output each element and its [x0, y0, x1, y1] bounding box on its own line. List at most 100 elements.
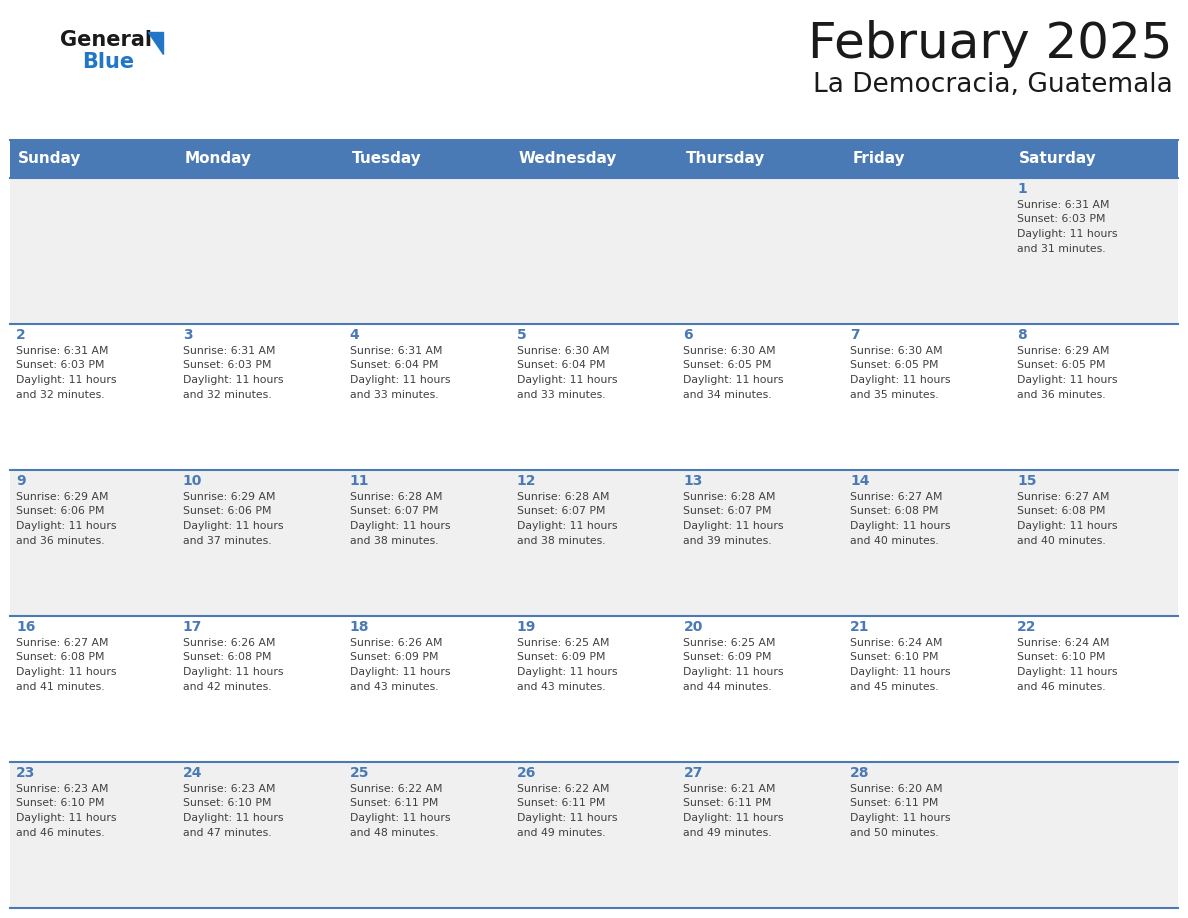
- Text: 11: 11: [349, 474, 369, 488]
- Text: Sunset: 6:11 PM: Sunset: 6:11 PM: [683, 799, 772, 809]
- Text: 9: 9: [15, 474, 26, 488]
- Text: and 31 minutes.: and 31 minutes.: [1017, 243, 1106, 253]
- Text: Sunset: 6:11 PM: Sunset: 6:11 PM: [851, 799, 939, 809]
- Text: 16: 16: [15, 620, 36, 634]
- Text: Daylight: 11 hours: Daylight: 11 hours: [517, 521, 617, 531]
- Text: and 32 minutes.: and 32 minutes.: [183, 389, 272, 399]
- Text: Sunset: 6:09 PM: Sunset: 6:09 PM: [349, 653, 438, 663]
- Text: and 33 minutes.: and 33 minutes.: [517, 389, 605, 399]
- Text: 13: 13: [683, 474, 703, 488]
- Text: and 41 minutes.: and 41 minutes.: [15, 681, 105, 691]
- Text: and 35 minutes.: and 35 minutes.: [851, 389, 939, 399]
- Text: Sunrise: 6:27 AM: Sunrise: 6:27 AM: [851, 492, 943, 502]
- Text: Blue: Blue: [82, 52, 134, 72]
- Text: Sunset: 6:09 PM: Sunset: 6:09 PM: [517, 653, 605, 663]
- Text: Sunrise: 6:29 AM: Sunrise: 6:29 AM: [183, 492, 276, 502]
- Text: Saturday: Saturday: [1019, 151, 1097, 166]
- Text: Sunrise: 6:29 AM: Sunrise: 6:29 AM: [15, 492, 108, 502]
- Text: and 40 minutes.: and 40 minutes.: [851, 535, 939, 545]
- Text: Daylight: 11 hours: Daylight: 11 hours: [349, 521, 450, 531]
- Text: Daylight: 11 hours: Daylight: 11 hours: [15, 521, 116, 531]
- Text: Sunrise: 6:30 AM: Sunrise: 6:30 AM: [517, 346, 609, 356]
- Text: Daylight: 11 hours: Daylight: 11 hours: [683, 375, 784, 385]
- Text: Sunrise: 6:22 AM: Sunrise: 6:22 AM: [349, 784, 442, 794]
- Text: Daylight: 11 hours: Daylight: 11 hours: [1017, 667, 1118, 677]
- Text: Thursday: Thursday: [685, 151, 765, 166]
- Text: and 34 minutes.: and 34 minutes.: [683, 389, 772, 399]
- Text: Sunset: 6:07 PM: Sunset: 6:07 PM: [517, 507, 605, 517]
- Text: Daylight: 11 hours: Daylight: 11 hours: [517, 667, 617, 677]
- Text: 4: 4: [349, 328, 360, 342]
- Text: Daylight: 11 hours: Daylight: 11 hours: [851, 375, 950, 385]
- Text: and 43 minutes.: and 43 minutes.: [349, 681, 438, 691]
- Text: 28: 28: [851, 766, 870, 780]
- Text: 14: 14: [851, 474, 870, 488]
- Text: Sunrise: 6:28 AM: Sunrise: 6:28 AM: [349, 492, 442, 502]
- Bar: [10, 140, 1178, 178]
- Text: and 36 minutes.: and 36 minutes.: [15, 535, 105, 545]
- Text: Sunrise: 6:25 AM: Sunrise: 6:25 AM: [517, 638, 609, 648]
- Text: Daylight: 11 hours: Daylight: 11 hours: [1017, 229, 1118, 239]
- Text: Daylight: 11 hours: Daylight: 11 hours: [851, 667, 950, 677]
- Text: Sunrise: 6:28 AM: Sunrise: 6:28 AM: [683, 492, 776, 502]
- Text: Daylight: 11 hours: Daylight: 11 hours: [517, 375, 617, 385]
- Text: General: General: [61, 30, 152, 50]
- Text: Sunday: Sunday: [18, 151, 81, 166]
- Text: 15: 15: [1017, 474, 1037, 488]
- Text: Sunset: 6:05 PM: Sunset: 6:05 PM: [1017, 361, 1106, 371]
- Text: Daylight: 11 hours: Daylight: 11 hours: [15, 813, 116, 823]
- Text: Sunset: 6:06 PM: Sunset: 6:06 PM: [183, 507, 271, 517]
- Text: 25: 25: [349, 766, 369, 780]
- Text: Sunset: 6:10 PM: Sunset: 6:10 PM: [15, 799, 105, 809]
- Text: Sunrise: 6:27 AM: Sunrise: 6:27 AM: [15, 638, 108, 648]
- Polygon shape: [148, 32, 164, 54]
- Text: Sunrise: 6:23 AM: Sunrise: 6:23 AM: [15, 784, 108, 794]
- Text: Sunset: 6:08 PM: Sunset: 6:08 PM: [15, 653, 105, 663]
- Text: Sunset: 6:05 PM: Sunset: 6:05 PM: [683, 361, 772, 371]
- Text: Sunrise: 6:31 AM: Sunrise: 6:31 AM: [349, 346, 442, 356]
- Text: 2: 2: [15, 328, 26, 342]
- Text: Daylight: 11 hours: Daylight: 11 hours: [349, 667, 450, 677]
- Text: Daylight: 11 hours: Daylight: 11 hours: [349, 375, 450, 385]
- Text: 1: 1: [1017, 182, 1026, 196]
- Text: Sunrise: 6:27 AM: Sunrise: 6:27 AM: [1017, 492, 1110, 502]
- Text: 27: 27: [683, 766, 703, 780]
- Text: February 2025: February 2025: [809, 20, 1173, 68]
- Text: 17: 17: [183, 620, 202, 634]
- Text: Sunset: 6:09 PM: Sunset: 6:09 PM: [683, 653, 772, 663]
- Text: Sunrise: 6:29 AM: Sunrise: 6:29 AM: [1017, 346, 1110, 356]
- Text: and 40 minutes.: and 40 minutes.: [1017, 535, 1106, 545]
- Text: and 46 minutes.: and 46 minutes.: [15, 827, 105, 837]
- Text: Friday: Friday: [852, 151, 905, 166]
- Text: Tuesday: Tuesday: [352, 151, 422, 166]
- Text: and 36 minutes.: and 36 minutes.: [1017, 389, 1106, 399]
- Text: 21: 21: [851, 620, 870, 634]
- Text: Daylight: 11 hours: Daylight: 11 hours: [683, 521, 784, 531]
- Bar: [10, 616, 1178, 762]
- Text: 22: 22: [1017, 620, 1037, 634]
- Text: Sunrise: 6:24 AM: Sunrise: 6:24 AM: [851, 638, 943, 648]
- Text: Sunrise: 6:22 AM: Sunrise: 6:22 AM: [517, 784, 609, 794]
- Bar: [10, 470, 1178, 616]
- Text: and 37 minutes.: and 37 minutes.: [183, 535, 272, 545]
- Text: and 33 minutes.: and 33 minutes.: [349, 389, 438, 399]
- Bar: [10, 178, 1178, 324]
- Text: and 43 minutes.: and 43 minutes.: [517, 681, 605, 691]
- Bar: [10, 762, 1178, 908]
- Text: Sunset: 6:07 PM: Sunset: 6:07 PM: [349, 507, 438, 517]
- Text: Daylight: 11 hours: Daylight: 11 hours: [183, 813, 284, 823]
- Text: Sunset: 6:05 PM: Sunset: 6:05 PM: [851, 361, 939, 371]
- Text: and 38 minutes.: and 38 minutes.: [349, 535, 438, 545]
- Text: Sunrise: 6:20 AM: Sunrise: 6:20 AM: [851, 784, 943, 794]
- Text: Sunset: 6:04 PM: Sunset: 6:04 PM: [349, 361, 438, 371]
- Text: and 50 minutes.: and 50 minutes.: [851, 827, 939, 837]
- Text: Daylight: 11 hours: Daylight: 11 hours: [15, 375, 116, 385]
- Text: Daylight: 11 hours: Daylight: 11 hours: [183, 521, 284, 531]
- Text: Daylight: 11 hours: Daylight: 11 hours: [1017, 521, 1118, 531]
- Text: and 32 minutes.: and 32 minutes.: [15, 389, 105, 399]
- Text: 5: 5: [517, 328, 526, 342]
- Text: and 44 minutes.: and 44 minutes.: [683, 681, 772, 691]
- Text: Sunset: 6:08 PM: Sunset: 6:08 PM: [1017, 507, 1106, 517]
- Text: and 49 minutes.: and 49 minutes.: [517, 827, 605, 837]
- Bar: [10, 324, 1178, 470]
